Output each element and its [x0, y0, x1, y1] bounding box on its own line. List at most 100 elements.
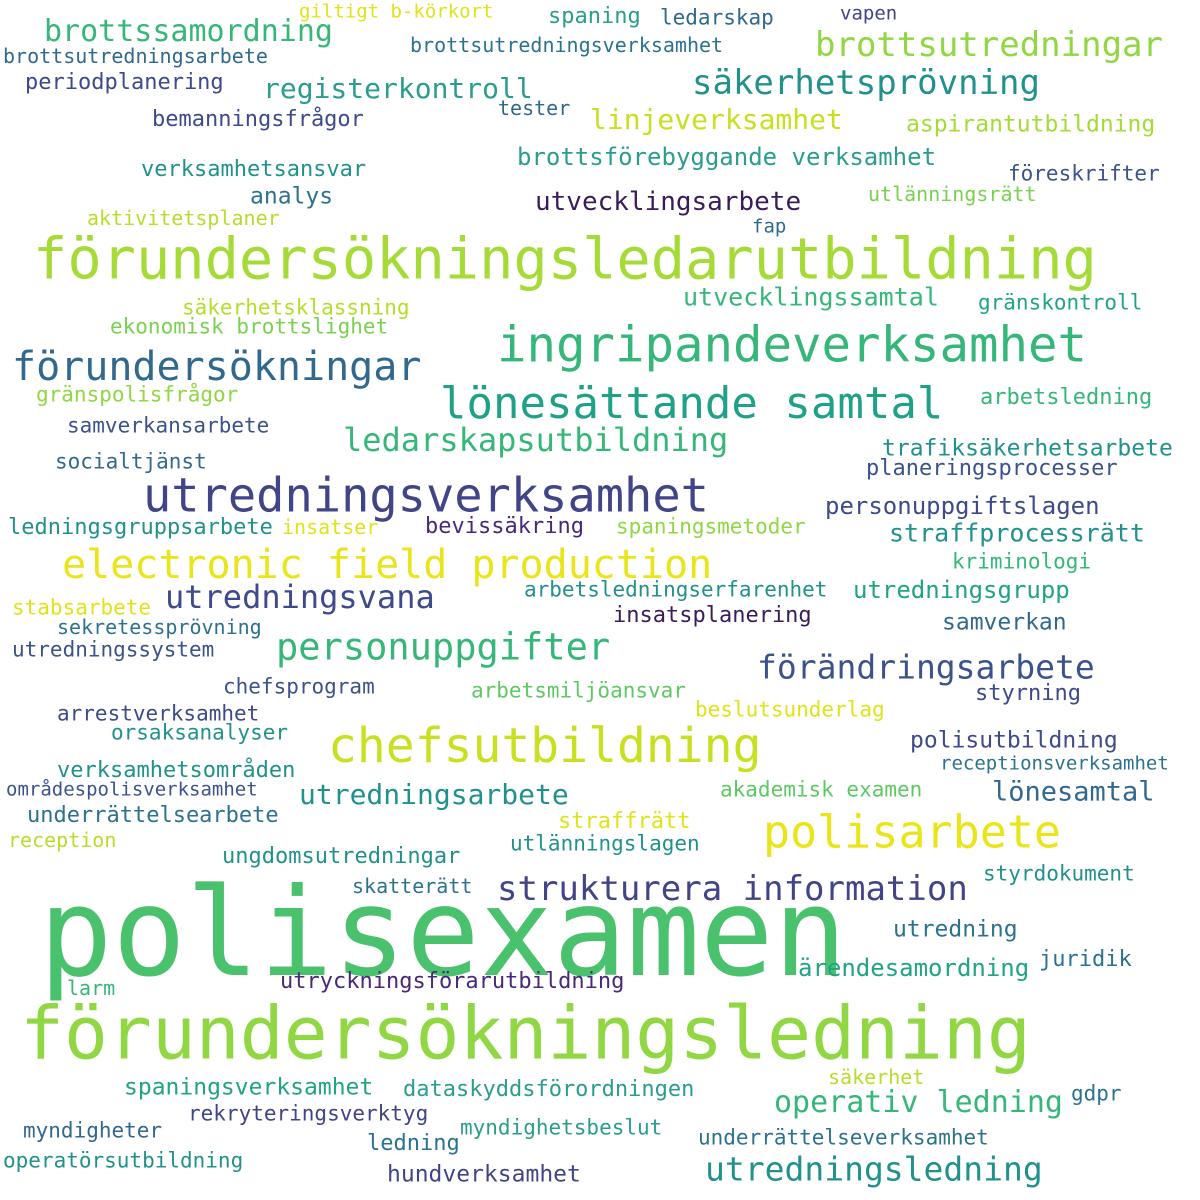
word: ledarskap — [660, 5, 774, 30]
word: utvecklingsarbete — [535, 187, 802, 217]
word: ärendesamordning — [798, 954, 1030, 982]
word: ekonomisk brottslighet — [110, 314, 389, 339]
word: ledning — [367, 1131, 460, 1156]
word: ingripandeverksamhet — [497, 316, 1088, 374]
word: ledningsgruppsarbete — [8, 515, 273, 540]
word: bevissäkring — [425, 514, 584, 539]
word: giltigt b-körkort — [299, 0, 494, 23]
word: arbetsmiljöansvar — [471, 678, 686, 703]
word: polisexamen — [39, 862, 847, 1004]
word: utlänningslagen — [510, 831, 700, 856]
word: insatsplanering — [613, 603, 812, 628]
word: samverkansarbete — [67, 413, 270, 438]
word: lönesättande samtal — [440, 378, 944, 429]
word: förändringsarbete — [757, 647, 1095, 687]
word: linjeverksamhet — [590, 103, 843, 136]
word: vapen — [840, 2, 898, 25]
word: utredning — [893, 916, 1018, 943]
word: föreskrifter — [1008, 161, 1160, 186]
word: förundersökningsledarutbildning — [33, 226, 1097, 293]
word: lönesamtal — [992, 776, 1155, 808]
word: chefsprogram — [223, 674, 375, 699]
word: spaningsverksamhet — [124, 1074, 374, 1101]
word: kriminologi — [952, 549, 1092, 574]
word: utredningssystem — [12, 637, 215, 662]
word: analys — [250, 183, 334, 210]
word: akademisk examen — [720, 777, 923, 802]
word: operativ ledning — [774, 1085, 1063, 1120]
word: arrestverksamhet — [57, 701, 260, 726]
word: insatser — [282, 515, 379, 539]
word: periodplanering — [25, 70, 224, 95]
word: larm — [67, 976, 116, 1000]
word: brottsutredningsarbete — [3, 44, 268, 68]
word: bemanningsfrågor — [152, 107, 364, 132]
word: spaningsmetoder — [616, 514, 806, 539]
word: sekretessprövning — [57, 615, 262, 639]
word: samverkan — [942, 609, 1067, 636]
word: trafiksäkerhetsarbete — [882, 435, 1173, 462]
word: underrättelseverksamhet — [698, 1125, 989, 1150]
word: gränskontroll — [978, 290, 1143, 315]
word: områdespolisverksamhet — [6, 778, 258, 801]
word: verksamhetsansvar — [141, 157, 367, 182]
word: arbetsledning — [980, 385, 1153, 410]
word: stabsarbete — [12, 595, 152, 620]
word: skatterätt — [352, 874, 473, 898]
word: hundverksamhet — [387, 1161, 581, 1188]
word: straffprocessrätt — [889, 518, 1145, 548]
word: receptionsverksamhet — [940, 752, 1169, 775]
word: ledarskapsutbildning — [343, 421, 729, 459]
word: registerkontroll — [263, 72, 533, 105]
word: reception — [8, 828, 117, 852]
word: arbetsledningserfarenhet — [524, 577, 828, 602]
word: dataskyddsförordningen — [403, 1077, 695, 1102]
word: myndigheter — [23, 1118, 163, 1143]
word: planeringsprocesser — [866, 456, 1118, 481]
word: utlänningsrätt — [868, 182, 1037, 206]
word: straffrätt — [558, 809, 691, 834]
word: utryckningsförarutbildning — [280, 969, 625, 994]
word: spaning — [548, 4, 641, 29]
word: chefsutbildning — [328, 718, 762, 774]
word: aspirantutbildning — [906, 111, 1156, 138]
word: brottsutredningsverksamhet — [410, 33, 724, 57]
word: styrning — [975, 681, 1081, 706]
word: utredningsarbete — [299, 778, 569, 811]
word: juridik — [1039, 947, 1132, 972]
word: strukturera information — [497, 869, 968, 909]
word: electronic field production — [62, 542, 713, 588]
word: brottsutredningar — [815, 25, 1163, 65]
word: myndighetsbeslut — [460, 1115, 663, 1140]
word: rekryteringsverktyg — [188, 1101, 429, 1126]
word: tester — [498, 96, 571, 120]
word: utvecklingssamtal — [683, 282, 939, 312]
word: underrättelsearbete — [27, 803, 279, 828]
word: beslutsunderlag — [695, 697, 885, 722]
word: brottsförebyggande verksamhet — [517, 143, 937, 171]
word: brottssamordning — [44, 14, 333, 49]
word: orsaksanalyser — [111, 720, 289, 745]
word: säkerhetsklassning — [182, 295, 410, 320]
word: socialtjänst — [55, 449, 207, 474]
word: aktivitetsplaner — [87, 206, 280, 230]
word: förundersökningsledning — [20, 991, 1031, 1077]
word: operatörsutbildning — [3, 1148, 244, 1173]
word: personuppgiftslagen — [825, 492, 1100, 520]
word: utredningsgrupp — [853, 576, 1070, 604]
word: utredningsverksamhet — [143, 468, 709, 524]
word: ungdomsutredningar — [222, 844, 461, 869]
word: personuppgifter — [276, 625, 611, 669]
word: utredningsvana — [165, 578, 435, 616]
word: polisutbildning — [910, 727, 1118, 754]
word: gdpr — [1071, 1081, 1122, 1106]
word: verksamhetsområden — [57, 758, 296, 783]
word: fap — [752, 215, 787, 238]
word: polisarbete — [763, 805, 1062, 859]
word: säkerhetsprövning — [692, 63, 1040, 103]
word: gränspolisfrågor — [36, 382, 239, 407]
word: styrdokument — [983, 861, 1135, 886]
word: säkerhet — [828, 1065, 925, 1089]
word: förundersökningar — [12, 344, 422, 390]
